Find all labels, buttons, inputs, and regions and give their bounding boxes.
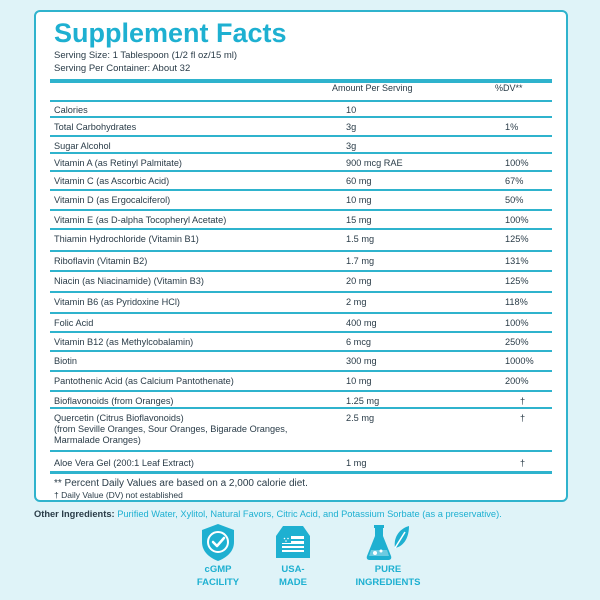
nutrient-name: Pantothenic Acid (as Calcium Pantothenat… [54,376,234,386]
table-row: Vitamin C (as Ascorbic Acid) 60 mg 67% [50,172,552,191]
table-row: Vitamin B12 (as Methylcobalamin) 6 mcg 2… [50,333,552,352]
nutrient-amount: 3g [346,141,357,151]
serving-size: Serving Size: 1 Tablespoon (1/2 fl oz/15… [54,50,238,61]
nutrient-amount: 300 mg [346,356,377,366]
footnote-percent-dv: ** Percent Daily Values are based on a 2… [54,478,308,489]
badge-cgmp: cGMP FACILITY [173,522,263,588]
nutrient-amount: 10 [346,105,357,115]
table-row: Total Carbohydrates 3g 1% [50,118,552,137]
nutrient-amount: 3g [346,122,357,132]
nutrient-name: Biotin [54,356,77,366]
table-row: Riboflavin (Vitamin B2) 1.7 mg 131% [50,252,552,272]
footnote-dv-not-established: † Daily Value (DV) not established [54,490,183,500]
nutrient-amount: 15 mg [346,215,372,225]
nutrient-name: Vitamin A (as Retinyl Palmitate) [54,158,182,168]
table-row: Vitamin E (as D-alpha Tocopheryl Acetate… [50,211,552,230]
flask-leaf-icon [343,522,433,562]
badge-usa: USA- MADE [248,522,338,588]
table-row: Vitamin D (as Ergocalciferol) 10 mg 50% [50,191,552,211]
nutrient-name: Bioflavonoids (from Oranges) [54,396,174,406]
badge-cgmp-line2: FACILITY [196,577,240,588]
nutrient-name: Niacin (as Niacinamide) (Vitamin B3) [54,276,204,286]
nutrient-amount: 60 mg [346,176,372,186]
table-row: Pantothenic Acid (as Calcium Pantothenat… [50,372,552,392]
nutrient-dv: 200% [505,376,529,386]
table-row: Aloe Vera Gel (200:1 Leaf Extract) 1 mg … [50,452,552,474]
nutrient-dv: 1000% [505,356,534,366]
nutrient-dv: 100% [505,215,529,225]
nutrient-dv: † [520,458,526,468]
nutrient-amount: 2 mg [346,297,367,307]
divider-header [50,100,552,102]
table-row: Thiamin Hydrochloride (Vitamin B1) 1.5 m… [50,230,552,252]
nutrient-amount: 1.7 mg [346,256,375,266]
nutrient-amount: 2.5 mg [346,413,375,423]
nutrient-dv: 100% [505,318,529,328]
shield-check-icon [173,522,263,562]
nutrient-amount: 1.25 mg [346,396,380,406]
table-row: Quercetin (Citrus Bioflavonoids) (from S… [50,409,552,452]
nutrient-name-detail: (from Seville Oranges, Sour Oranges, Big… [54,424,288,434]
nutrient-name: Sugar Alcohol [54,141,111,151]
nutrient-name: Total Carbohydrates [54,122,137,132]
other-ingredients-text: Purified Water, Xylitol, Natural Favors,… [117,509,502,519]
nutrient-dv: 1% [505,122,519,132]
badge-cgmp-line1: cGMP [204,564,232,575]
column-header-dv: %DV** [495,83,523,93]
nutrient-dv: 125% [505,234,529,244]
nutrient-dv: 125% [505,276,529,286]
table-row: Vitamin B6 (as Pyridoxine HCl) 2 mg 118% [50,293,552,314]
nutrient-amount: 20 mg [346,276,372,286]
nutrient-name: Aloe Vera Gel (200:1 Leaf Extract) [54,458,194,468]
table-row: Biotin 300 mg 1000% [50,352,552,372]
nutrient-amount: 400 mg [346,318,377,328]
nutrient-name: Thiamin Hydrochloride (Vitamin B1) [54,234,199,244]
nutrient-name: Vitamin B12 (as Methylcobalamin) [54,337,194,347]
nutrient-name-block: Quercetin (Citrus Bioflavonoids) (from S… [54,413,346,446]
supplement-facts-panel: Supplement Facts Serving Size: 1 Tablesp… [34,10,568,502]
nutrient-dv: 131% [505,256,529,266]
nutrient-dv: 50% [505,195,524,205]
badge-pure-line2: INGREDIENTS [355,577,421,588]
badge-pure-line1: PURE [374,564,402,575]
badge-pure: PURE INGREDIENTS [343,522,433,588]
other-ingredients-label: Other Ingredients: [34,509,115,519]
nutrient-amount: 6 mcg [346,337,372,347]
nutrient-amount: 900 mcg RAE [346,158,403,168]
nutrient-dv: 100% [505,158,529,168]
table-row: Sugar Alcohol 3g [50,137,552,154]
nutrient-amount: 10 mg [346,195,372,205]
column-header-amount: Amount Per Serving [332,83,413,93]
badge-usa-line1: USA- [281,564,305,575]
nutrient-dv: † [520,413,526,423]
nutrient-name: Vitamin B6 (as Pyridoxine HCl) [54,297,180,307]
panel-title: Supplement Facts [54,18,287,48]
other-ingredients: Other Ingredients: Purified Water, Xylit… [34,509,502,519]
table-row: Vitamin A (as Retinyl Palmitate) 900 mcg… [50,154,552,172]
nutrient-amount: 1.5 mg [346,234,375,244]
nutrient-name: Riboflavin (Vitamin B2) [54,256,148,266]
divider-thick [50,79,552,83]
nutrient-amount: 1 mg [346,458,367,468]
table-row: Niacin (as Niacinamide) (Vitamin B3) 20 … [50,272,552,293]
nutrient-name-detail: Marmalade Oranges) [54,435,141,445]
facts-table: Calories 10 Total Carbohydrates 3g 1% Su… [50,101,552,474]
nutrient-name: Vitamin D (as Ergocalciferol) [54,195,171,205]
nutrient-name: Vitamin C (as Ascorbic Acid) [54,176,170,186]
nutrient-amount: 10 mg [346,376,372,386]
servings-per-container: Serving Per Container: About 32 [54,63,191,74]
nutrient-name: Vitamin E (as D-alpha Tocopheryl Acetate… [54,215,227,225]
nutrient-dv: 118% [505,297,528,307]
badge-usa-line2: MADE [279,577,307,588]
nutrient-dv: 250% [505,337,529,347]
nutrient-name: Calories [54,105,88,115]
table-row: Calories 10 [50,101,552,118]
usa-flag-icon [248,522,338,562]
nutrient-name: Quercetin (Citrus Bioflavonoids) [54,413,184,423]
nutrient-dv: 67% [505,176,524,186]
table-row: Bioflavonoids (from Oranges) 1.25 mg † [50,392,552,409]
nutrient-dv: † [520,396,526,406]
nutrient-name: Folic Acid [54,318,94,328]
table-row: Folic Acid 400 mg 100% [50,314,552,333]
